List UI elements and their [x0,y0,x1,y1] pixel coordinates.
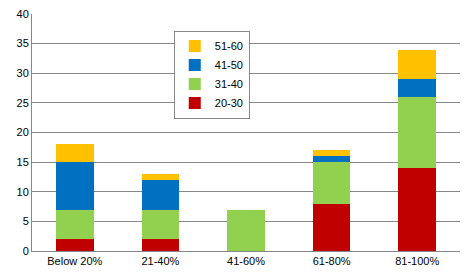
svg-text:81-100%: 81-100% [395,255,439,267]
svg-text:41-60%: 41-60% [227,255,265,267]
svg-text:41-50: 41-50 [215,59,243,71]
svg-text:10: 10 [17,186,29,198]
svg-text:0: 0 [23,245,29,257]
svg-text:20-30: 20-30 [215,97,243,109]
svg-text:51-60: 51-60 [215,40,243,52]
svg-text:30: 30 [17,67,29,79]
svg-text:35: 35 [17,37,29,49]
svg-text:61-80%: 61-80% [313,255,351,267]
svg-text:40: 40 [17,8,29,20]
svg-text:Below 20%: Below 20% [47,255,102,267]
svg-text:15: 15 [17,156,29,168]
svg-text:20: 20 [17,126,29,138]
svg-text:21-40%: 21-40% [141,255,179,267]
svg-text:31-40: 31-40 [215,78,243,90]
svg-text:25: 25 [17,97,29,109]
svg-text:5: 5 [23,215,29,227]
